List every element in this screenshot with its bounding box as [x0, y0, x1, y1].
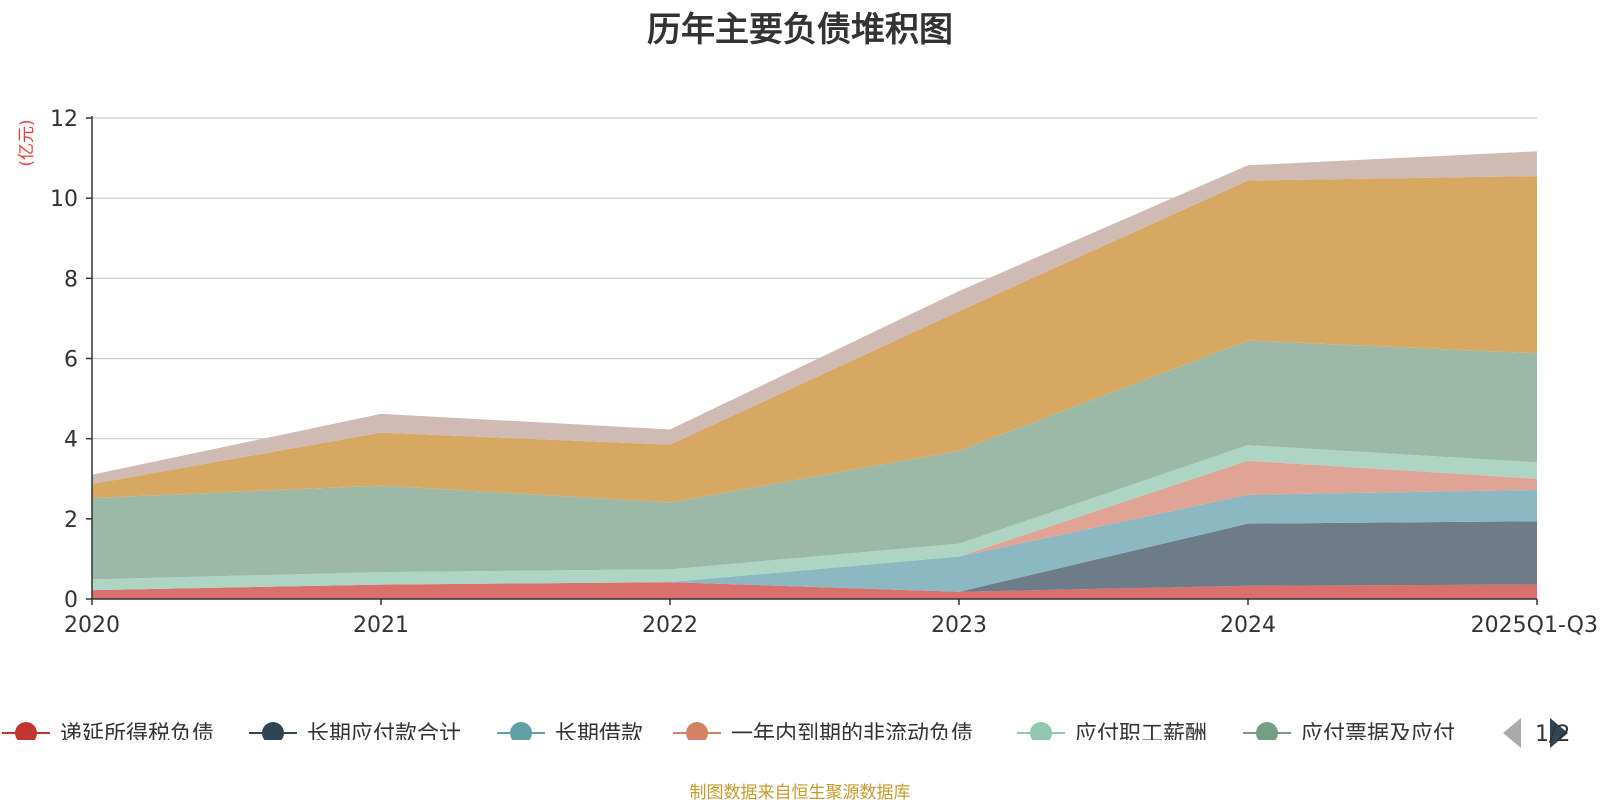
legend-page-indicator: 1/2 — [1535, 722, 1571, 747]
area-2[interactable] — [92, 521, 1537, 592]
legend-item[interactable]: 应付职工薪酬 — [1017, 722, 1207, 747]
legend-label: 应付职工薪酬 — [1075, 722, 1207, 747]
y-tick-label: 12 — [50, 107, 78, 132]
legend-label: 应付票据及应付账款 — [1301, 722, 1499, 747]
data-source-note: 制图数据来自恒生聚源数据库 — [689, 783, 911, 803]
x-tick-label: 2022 — [642, 613, 698, 638]
y-tick-label: 10 — [50, 187, 78, 212]
axes — [86, 116, 1538, 605]
y-tick-label: 2 — [64, 508, 78, 533]
legend-marker — [510, 722, 532, 740]
legend[interactable]: 递延所得税负债 长期应付款合计 长期借款 一年内到期的非流动负债 应付职工薪酬 应付票据及… — [2, 722, 1499, 747]
area-5[interactable] — [92, 445, 1537, 591]
x-tick-label: 2024 — [1220, 613, 1276, 638]
chart-title: 历年主要负债堆积图 — [647, 10, 953, 50]
y-tick-labels: 0 2 4 6 8 10 12 — [50, 107, 78, 613]
legend-nav-icons — [1503, 718, 1568, 748]
legend-item[interactable]: 应付票据及应付账款 — [1243, 722, 1499, 747]
legend-marker — [15, 722, 37, 740]
legend-item[interactable]: 递延所得税负债 — [2, 722, 214, 747]
area-series — [92, 151, 1537, 599]
y-axis-unit: (亿元) — [17, 119, 37, 166]
legend-next-icon[interactable] — [1550, 718, 1568, 748]
y-tick-label: 4 — [64, 428, 78, 453]
legend-marker — [262, 722, 284, 740]
area-7[interactable] — [92, 176, 1537, 503]
area-8[interactable] — [92, 151, 1537, 484]
legend-label: 长期借款 — [555, 722, 643, 747]
area-4[interactable] — [92, 460, 1537, 591]
area-3[interactable] — [92, 489, 1537, 592]
legend-label: 长期应付款合计 — [307, 722, 461, 747]
legend-item[interactable]: 长期应付款合计 — [249, 722, 461, 747]
legend-label: 一年内到期的非流动负债 — [731, 722, 973, 747]
x-tick-label: 2025Q1-Q3 — [1471, 613, 1598, 638]
y-tick-label: 8 — [64, 267, 78, 292]
x-tick-label: 2023 — [931, 613, 987, 638]
x-tick-labels: 2020 2021 2022 2023 2024 2025Q1-Q3 — [64, 613, 1598, 638]
y-tick-label: 6 — [64, 348, 78, 373]
y-tick-label: 0 — [64, 588, 78, 613]
legend-label: 递延所得税负债 — [60, 722, 214, 747]
legend-marker — [1256, 722, 1278, 740]
legend-item[interactable]: 长期借款 — [497, 722, 643, 747]
x-tick-label: 2021 — [353, 613, 409, 638]
area-1[interactable] — [92, 582, 1537, 599]
legend-marker — [1030, 722, 1052, 740]
area-6[interactable] — [92, 340, 1537, 580]
legend-marker — [686, 722, 708, 740]
legend-item[interactable]: 一年内到期的非流动负债 — [673, 722, 973, 747]
legend-prev-icon[interactable] — [1503, 718, 1521, 748]
x-tick-label: 2020 — [64, 613, 120, 638]
